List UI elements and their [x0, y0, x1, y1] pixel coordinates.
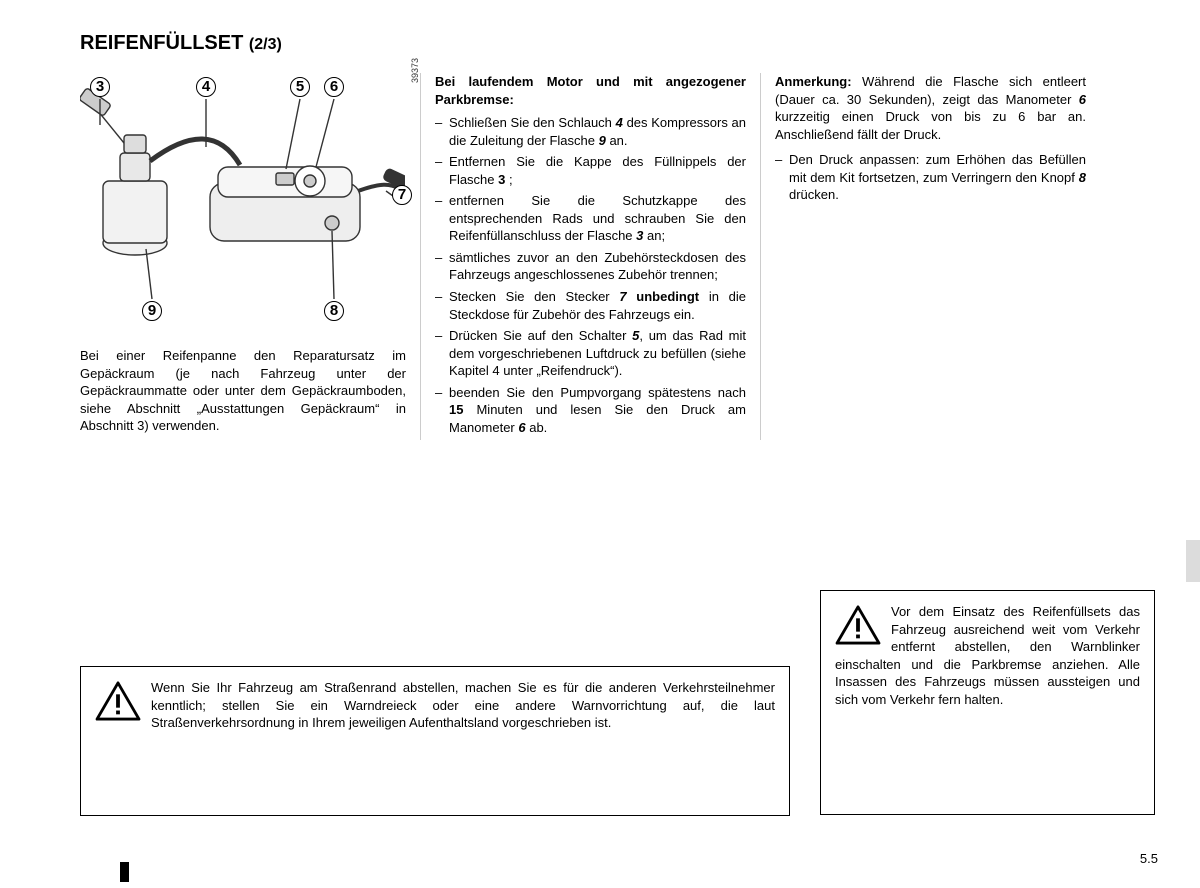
- warning-icon: [835, 605, 881, 645]
- section-tab: [1186, 540, 1200, 582]
- list-item: Entfernen Sie die Kappe des Füllnippels …: [449, 153, 746, 188]
- list-item: Stecken Sie den Stecker 7 unbedingt in d…: [449, 288, 746, 323]
- list-item: entfernen Sie die Schutzkappe des entspr…: [449, 192, 746, 245]
- col3-list: Den Druck anpassen: zum Erhöhen das Befü…: [775, 151, 1086, 204]
- warning-text: Wenn Sie Ihr Fahrzeug am Straßenrand abs…: [151, 680, 775, 730]
- col3-note: Anmerkung: Während die Flasche sich entl…: [775, 73, 1086, 143]
- list-item: sämtliches zuvor an den Zubehörsteckdose…: [449, 249, 746, 284]
- figure-callout: 4: [196, 77, 216, 97]
- figure-callout: 9: [142, 301, 162, 321]
- col1-intro: Bei einer Reifenpanne den Reparatursatz …: [80, 347, 406, 435]
- list-item: Den Druck anpassen: zum Erhöhen das Befü…: [789, 151, 1086, 204]
- title-sub: (2/3): [249, 36, 282, 53]
- figure-code: 39373: [409, 58, 421, 83]
- figure-callout: 7: [392, 185, 412, 205]
- column-2: Bei laufendem Motor und mit angezogener …: [420, 73, 760, 440]
- list-item: beenden Sie den Pumpvorgang spätestens n…: [449, 384, 746, 437]
- figure-callout: 6: [324, 77, 344, 97]
- col2-lead: Bei laufendem Motor und mit angezogener …: [435, 73, 746, 108]
- column-3: Anmerkung: Während die Flasche sich entl…: [760, 73, 1100, 440]
- title-main: REIFENFÜLLSET: [80, 32, 249, 54]
- warning-box-before-use: Vor dem Einsatz des Reifenfüllsets das F…: [820, 590, 1155, 815]
- figure-callout: 8: [324, 301, 344, 321]
- kit-figure: 39373: [80, 73, 405, 323]
- content-columns: 39373: [80, 73, 1160, 440]
- warning-box-roadside: Wenn Sie Ihr Fahrzeug am Straßenrand abs…: [80, 666, 790, 816]
- figure-callout: 3: [90, 77, 110, 97]
- page-number: 5.5: [1140, 851, 1158, 866]
- kit-illustration: [80, 73, 405, 323]
- page-title: REIFENFÜLLSET (2/3): [80, 32, 1160, 55]
- column-1: 39373: [80, 73, 420, 440]
- footer-mark: [120, 862, 129, 882]
- list-item: Schließen Sie den Schlauch 4 des Kompres…: [449, 114, 746, 149]
- page: REIFENFÜLLSET (2/3) 39373: [0, 0, 1200, 460]
- warning-icon: [95, 681, 141, 721]
- list-item: Drücken Sie auf den Schalter 5, um das R…: [449, 327, 746, 380]
- figure-callout: 5: [290, 77, 310, 97]
- col2-list: Schließen Sie den Schlauch 4 des Kompres…: [435, 114, 746, 436]
